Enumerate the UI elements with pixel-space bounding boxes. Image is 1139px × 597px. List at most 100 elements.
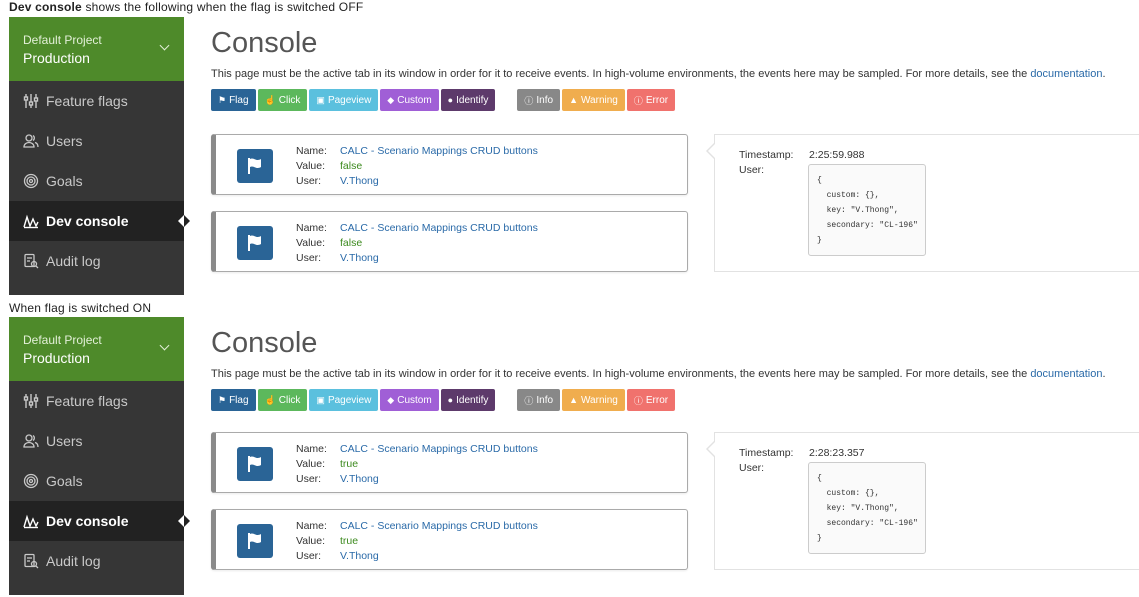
filter-bar: ⚑ Flag ☝ Click ▣ Pageview ◆ Custom ● Identify… [211,389,677,411]
detail-user-label: User: [739,164,765,176]
event-value: false [340,160,363,172]
tag-icon: ◆ [387,94,395,105]
page-title: Console [211,27,318,59]
sidebar: Default Project Production Feature flags… [9,317,190,595]
button-label: Click [278,394,301,406]
environment-name: Production [23,50,90,66]
flag-icon: ⚑ [218,94,227,105]
toggles-icon [23,93,39,109]
sidebar-item-users[interactable]: Users [9,121,184,161]
button-label: Warning [580,394,618,406]
filter-custom-button[interactable]: ◆ Custom [380,89,439,111]
button-label: Identify [456,394,489,406]
info-icon: ⓘ [524,95,534,106]
sidebar-item-label: Users [46,433,83,449]
flag-icon [237,226,273,260]
flag-icon: ⚑ [218,394,227,405]
filter-identify-button[interactable]: ● Identify [440,89,496,111]
flag-icon [237,447,273,481]
sidebar-item-audit-log[interactable]: Audit log [9,541,184,581]
filter-pageview-button[interactable]: ▣ Pageview [309,389,379,411]
filter-custom-button[interactable]: ◆ Custom [380,389,439,411]
sidebar-item-users[interactable]: Users [9,421,184,461]
level-error-button[interactable]: ⓘ Error [626,389,676,411]
event-user-label: User: [296,175,322,187]
level-warning-button[interactable]: ▲ Warning [562,389,625,411]
console-panel-on: Default Project Production Feature flags… [9,317,1139,595]
sidebar-item-goals[interactable]: Goals [9,161,184,201]
level-info-button[interactable]: ⓘ Info [517,389,561,411]
console-main: Console This page must be the active tab… [211,17,1139,295]
event-user-label: User: [296,252,322,264]
event-user[interactable]: V.Thong [340,473,379,485]
page-icon: ▣ [316,394,325,405]
documentation-link[interactable]: documentation [1030,368,1103,380]
user-json-block: { custom: {}, key: "V.Thong", secondary:… [808,462,926,554]
event-card[interactable]: Name: CALC - Scenario Mappings CRUD butto… [211,432,688,493]
button-label: Warning [580,94,618,106]
sidebar-item-label: Users [46,133,83,149]
event-details: Name: CALC - Scenario Mappings CRUD butto… [296,519,538,564]
sidebar-item-audit-log[interactable]: Audit log [9,241,184,281]
event-card[interactable]: Name: CALC - Scenario Mappings CRUD butto… [211,134,688,195]
filter-pageview-button[interactable]: ▣ Pageview [309,89,379,111]
button-label: Info [536,394,554,406]
filter-click-button[interactable]: ☝ Click [257,389,308,411]
event-user[interactable]: V.Thong [340,252,379,264]
event-name-label: Name: [296,145,327,157]
button-label: Click [278,94,301,106]
page-title: Console [211,327,318,359]
event-card[interactable]: Name: CALC - Scenario Mappings CRUD butto… [211,211,688,272]
event-name[interactable]: CALC - Scenario Mappings CRUD buttons [340,145,538,157]
filter-click-button[interactable]: ☝ Click [257,89,308,111]
sidebar-item-label: Goals [46,473,83,489]
project-switcher[interactable]: Default Project Production [9,17,184,81]
caption-off: Dev console shows the following when the… [9,0,363,14]
event-name[interactable]: CALC - Scenario Mappings CRUD buttons [340,443,538,455]
event-user-label: User: [296,550,322,562]
documentation-link[interactable]: documentation [1030,68,1103,80]
sidebar-item-label: Audit log [46,553,101,569]
button-label: Flag [229,94,249,106]
sidebar-item-dev-console[interactable]: Dev console [9,501,190,541]
event-name[interactable]: CALC - Scenario Mappings CRUD buttons [340,520,538,532]
event-user[interactable]: V.Thong [340,175,379,187]
button-label: Info [536,94,554,106]
event-name[interactable]: CALC - Scenario Mappings CRUD buttons [340,222,538,234]
button-label: Custom [397,394,432,406]
event-detail-panel: Timestamp: 2:25:59.988 User: { custom: {}… [706,134,1139,272]
sidebar-item-label: Audit log [46,253,101,269]
sidebar-item-feature-flags[interactable]: Feature flags [9,381,184,421]
level-info-button[interactable]: ⓘ Info [517,89,561,111]
event-user[interactable]: V.Thong [340,550,379,562]
sidebar-item-feature-flags[interactable]: Feature flags [9,81,184,121]
event-value-label: Value: [296,160,325,172]
button-label: Error [645,394,669,406]
event-name-label: Name: [296,443,327,455]
level-error-button[interactable]: ⓘ Error [626,89,676,111]
event-details: Name: CALC - Scenario Mappings CRUD butto… [296,144,538,189]
event-details: Name: CALC - Scenario Mappings CRUD butto… [296,221,538,266]
target-icon [23,473,39,489]
filter-flag-button[interactable]: ⚑ Flag [211,389,256,411]
level-warning-button[interactable]: ▲ Warning [562,89,625,111]
flag-icon [237,524,273,558]
tag-icon: ◆ [387,394,395,405]
page-description: This page must be the active tab in its … [211,68,1106,80]
users-icon [23,133,39,149]
filter-flag-button[interactable]: ⚑ Flag [211,89,256,111]
timestamp-label: Timestamp: [739,149,794,161]
event-value-label: Value: [296,237,325,249]
filter-identify-button[interactable]: ● Identify [440,389,496,411]
sidebar-item-dev-console[interactable]: Dev console [9,201,190,241]
pointer-icon: ☝ [264,394,276,405]
event-card[interactable]: Name: CALC - Scenario Mappings CRUD butto… [211,509,688,570]
target-icon [23,173,39,189]
wave-icon [23,213,39,229]
sidebar-item-label: Feature flags [46,93,128,109]
button-label: Flag [229,394,249,406]
sidebar-item-goals[interactable]: Goals [9,461,184,501]
project-switcher[interactable]: Default Project Production [9,317,184,381]
button-label: Custom [397,94,432,106]
event-details: Name: CALC - Scenario Mappings CRUD butto… [296,442,538,487]
